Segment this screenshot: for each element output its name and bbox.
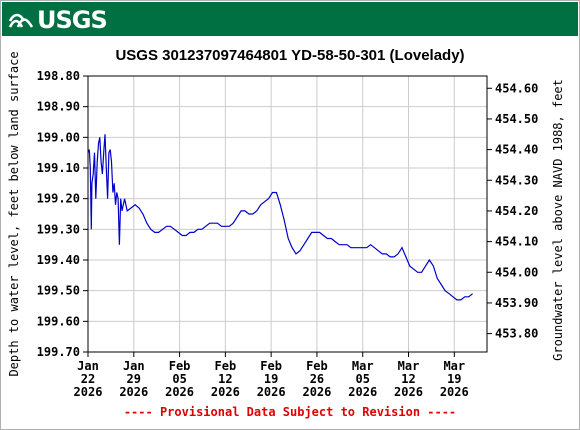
x-tick-label: 29 <box>127 372 141 386</box>
right-axis: 454.60 454.50 454.40 454.30 454.20 454.10 454.… <box>487 81 538 341</box>
x-tick-label: 2026 <box>348 385 377 399</box>
provisional-notice: ---- Provisional Data Subject to Revisio… <box>124 405 456 419</box>
x-tick-label: Mar <box>352 359 374 373</box>
left-axis: 198.80 198.90 199.00 199.10 199.20 199.30 199.… <box>37 69 88 359</box>
x-tick-label: 2026 <box>74 385 103 399</box>
x-tick-label: Feb <box>215 359 237 373</box>
right-tick-label: 453.80 <box>495 327 538 341</box>
right-tick-label: 454.50 <box>495 112 538 126</box>
x-tick-label: Jan <box>123 359 145 373</box>
left-tick-label: 198.90 <box>37 100 80 114</box>
usgs-banner: USGS <box>2 2 578 36</box>
left-tick-label: 199.00 <box>37 130 80 144</box>
x-tick-label: 2026 <box>257 385 286 399</box>
x-tick-label: 2026 <box>119 385 148 399</box>
x-tick-label: 22 <box>81 372 95 386</box>
right-tick-label: 454.30 <box>495 173 538 187</box>
x-tick-label: 2026 <box>440 385 469 399</box>
x-axis: Jan222026Jan292026Feb052026Feb122026Feb1… <box>74 352 469 399</box>
x-tick-label: Jan <box>77 359 99 373</box>
right-tick-label: 454.10 <box>495 235 538 249</box>
left-tick-label: 199.40 <box>37 253 80 267</box>
x-tick-label: Mar <box>398 359 420 373</box>
left-tick-label: 198.80 <box>37 69 80 83</box>
y-axis-label-left: Depth to water level, feet below land su… <box>7 51 21 376</box>
series-line-water-level <box>87 134 473 301</box>
x-tick-label: 2026 <box>394 385 423 399</box>
x-tick-label: 2026 <box>165 385 194 399</box>
x-tick-label: 12 <box>401 372 415 386</box>
usgs-logo[interactable]: USGS <box>8 6 108 34</box>
left-tick-label: 199.30 <box>37 222 80 236</box>
left-tick-label: 199.50 <box>37 284 80 298</box>
right-tick-label: 454.20 <box>495 204 538 218</box>
x-tick-label: Mar <box>443 359 465 373</box>
x-tick-label: Feb <box>169 359 191 373</box>
right-tick-label: 454.40 <box>495 143 538 157</box>
x-tick-label: Feb <box>260 359 282 373</box>
x-tick-label: 2026 <box>211 385 240 399</box>
plot-area <box>87 75 488 353</box>
x-tick-label: 19 <box>447 372 461 386</box>
y-axis-label-right: Groundwater level above NAVD 1988, feet <box>551 79 565 361</box>
left-tick-label: 199.20 <box>37 192 80 206</box>
x-tick-label: Feb <box>306 359 328 373</box>
usgs-logo-text: USGS <box>37 6 108 34</box>
right-tick-label: 454.60 <box>495 81 538 95</box>
x-tick-label: 05 <box>172 372 186 386</box>
left-tick-label: 199.60 <box>37 314 80 328</box>
chart-title: USGS 301237097464801 YD-58-50-301 (Lovel… <box>115 47 464 64</box>
usgs-wave-icon <box>8 13 34 28</box>
x-tick-label: 2026 <box>302 385 331 399</box>
right-tick-label: 454.00 <box>495 265 538 279</box>
x-tick-label: 05 <box>355 372 369 386</box>
x-tick-label: 26 <box>310 372 324 386</box>
grid-lines <box>87 75 487 353</box>
x-tick-label: 19 <box>264 372 278 386</box>
right-tick-label: 453.90 <box>495 296 538 310</box>
left-tick-label: 199.10 <box>37 161 80 175</box>
x-tick-label: 12 <box>218 372 232 386</box>
left-tick-label: 199.70 <box>37 345 80 359</box>
